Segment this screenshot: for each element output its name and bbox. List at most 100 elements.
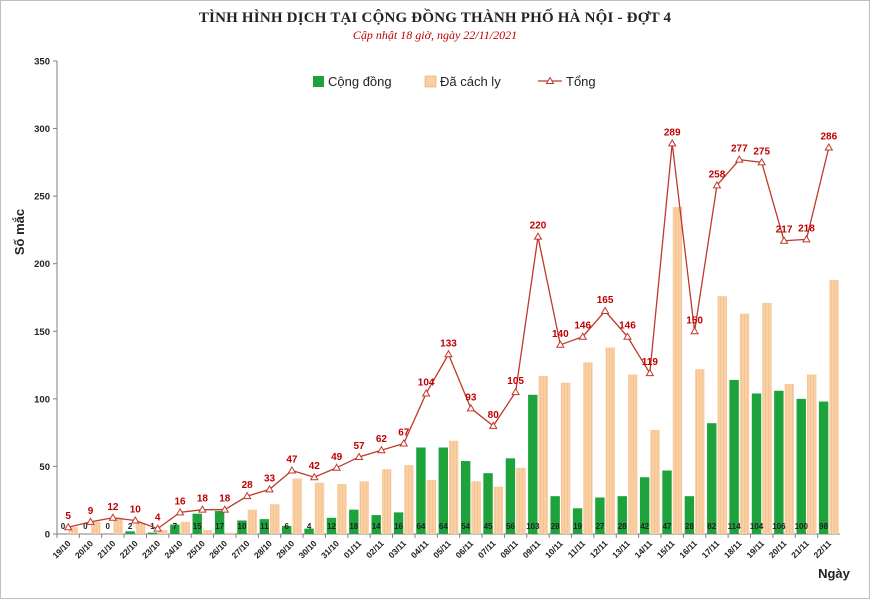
bar-da-cach-ly (806, 374, 817, 534)
data-label-cong-dong: 106 (772, 522, 786, 531)
x-tick-label: 27/10 (229, 538, 251, 560)
y-tick-label: 200 (34, 259, 50, 270)
data-label-cong-dong: 28 (618, 522, 627, 531)
marker-tong (444, 349, 453, 358)
bar-da-cach-ly (583, 362, 593, 534)
bar-cong-dong (460, 461, 471, 534)
marker-tong (802, 234, 811, 243)
marker-tong (265, 484, 274, 493)
bar-da-cach-ly (314, 482, 325, 534)
data-label-tong: 10 (130, 504, 142, 515)
data-label-cong-dong: 18 (349, 522, 358, 531)
marker-tong (332, 463, 342, 471)
bar-da-cach-ly (560, 382, 571, 534)
bar-cong-dong (639, 477, 650, 534)
x-tick-label: 26/10 (207, 538, 229, 560)
x-tick-label: 16/11 (677, 538, 699, 560)
bar-da-cach-ly (471, 481, 481, 534)
data-label-tong: 146 (619, 321, 636, 332)
y-tick-label: 300 (34, 124, 50, 135)
marker-tong (153, 524, 163, 532)
data-label-tong: 150 (686, 315, 703, 326)
data-label-tong: 220 (530, 221, 547, 232)
data-label-cong-dong: 16 (394, 522, 403, 531)
data-label-cong-dong: 4 (307, 522, 312, 531)
bar-da-cach-ly (381, 469, 392, 534)
data-label-cong-dong: 28 (551, 522, 560, 531)
marker-tong (690, 326, 699, 335)
data-label-tong: 49 (331, 452, 343, 463)
bar-da-cach-ly (784, 383, 794, 534)
bar-cong-dong (349, 509, 359, 534)
x-tick-label: 02/11 (364, 538, 386, 560)
x-tick-label: 09/11 (521, 538, 543, 560)
y-tick-label: 50 (39, 462, 50, 473)
x-axis-title: Ngày (818, 566, 851, 581)
bar-cong-dong (550, 496, 560, 534)
x-tick-label: 12/11 (588, 538, 610, 560)
x-tick-label: 05/11 (431, 538, 453, 560)
data-label-cong-dong: 0 (61, 522, 66, 531)
data-label-tong: 218 (798, 223, 815, 234)
data-label-tong: 5 (65, 511, 71, 522)
legend-label-tong: Tổng (566, 74, 596, 89)
bar-cong-dong (796, 398, 806, 534)
bar-da-cach-ly (650, 429, 660, 534)
legend-label-da-cach-ly: Đã cách ly (440, 74, 501, 89)
x-tick-label: 11/11 (566, 538, 588, 560)
chart-title: TÌNH HÌNH DỊCH TẠI CỘNG ĐỒNG THÀNH PHỐ H… (198, 10, 672, 26)
bar-cong-dong (237, 520, 247, 534)
bar-cong-dong (326, 517, 337, 534)
marker-tong (242, 491, 252, 500)
data-label-tong: 165 (597, 295, 614, 306)
data-label-tong: 258 (709, 169, 726, 180)
data-label-tong: 119 (642, 357, 659, 368)
bar-da-cach-ly (158, 529, 168, 534)
data-label-tong: 16 (174, 496, 186, 507)
data-label-cong-dong: 2 (128, 522, 133, 531)
data-label-cong-dong: 7 (173, 522, 178, 531)
data-label-cong-dong: 0 (83, 522, 88, 531)
bar-da-cach-ly (516, 467, 526, 534)
bar-da-cach-ly (605, 347, 615, 534)
marker-tong (63, 522, 73, 531)
bar-da-cach-ly (762, 302, 772, 534)
x-tick-label: 20/10 (73, 538, 95, 560)
bar-da-cach-ly (739, 313, 750, 534)
data-label-tong: 80 (488, 410, 500, 421)
data-label-cong-dong: 103 (526, 522, 540, 531)
data-label-cong-dong: 6 (284, 522, 289, 531)
bar-da-cach-ly (627, 374, 638, 534)
data-label-tong: 67 (398, 427, 410, 438)
x-tick-label: 19/10 (50, 538, 72, 560)
data-label-cong-dong: 47 (663, 522, 672, 531)
marker-tong (600, 306, 610, 315)
bar-da-cach-ly (695, 369, 705, 534)
data-label-tong: 217 (776, 225, 793, 236)
marker-tong (488, 421, 498, 429)
legend: Cộng đồng Đã cách ly Tổng (313, 74, 596, 89)
bar-cong-dong (483, 473, 493, 534)
bar-cong-dong (595, 497, 605, 534)
x-tick-label: 21/11 (789, 538, 811, 560)
data-label-tong: 33 (264, 473, 276, 484)
data-label-cong-dong: 10 (238, 522, 247, 531)
data-label-cong-dong: 27 (595, 522, 604, 531)
data-label-cong-dong: 42 (640, 522, 649, 531)
data-label-tong: 18 (219, 494, 231, 505)
marker-tong (667, 138, 677, 147)
data-label-cong-dong: 104 (750, 522, 764, 531)
legend-label-cong-dong: Cộng đồng (328, 74, 392, 89)
bar-da-cach-ly (91, 521, 101, 534)
x-tick-label: 10/11 (543, 538, 565, 560)
x-tick-label: 24/10 (162, 538, 184, 560)
x-tick-label: 25/10 (185, 538, 207, 560)
bar-da-cach-ly (426, 479, 437, 534)
x-tick-label: 04/11 (409, 538, 431, 560)
marker-tong (198, 505, 207, 513)
bar-cong-dong (393, 512, 404, 534)
data-label-cong-dong: 64 (416, 522, 425, 531)
marker-tong (130, 515, 140, 524)
bar-cong-dong (304, 528, 314, 534)
data-label-cong-dong: 15 (193, 522, 202, 531)
